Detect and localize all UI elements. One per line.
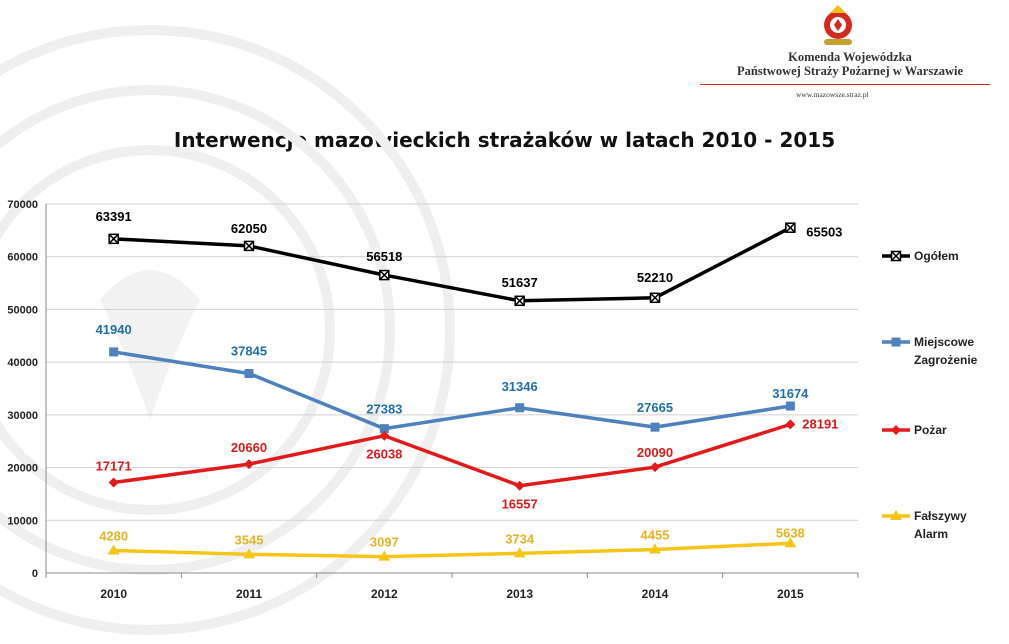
data-point [891,425,901,435]
data-label: 52210 [637,270,673,285]
y-tick-label: 60000 [7,252,38,264]
series-line [113,226,792,303]
data-point [785,419,796,430]
y-tick-label: 20000 [7,463,38,475]
data-label: 63391 [96,209,132,224]
data-point [649,543,661,554]
data-label: 5638 [776,525,805,540]
data-point [513,547,526,558]
data-point [108,233,119,245]
x-tick-label: 2013 [506,587,533,601]
watermark-emblem [0,25,455,635]
data-point [649,292,661,304]
data-label: 17171 [96,458,132,473]
data-point [244,369,254,379]
data-point [514,480,525,491]
data-point [109,347,119,357]
y-tick-label: 10000 [7,515,38,527]
data-label: 27665 [637,400,673,415]
data-label: 3097 [370,535,399,550]
fire-brigade-logo-icon [824,5,852,45]
series-line [113,541,791,559]
y-tick-label: 0 [32,568,38,580]
data-point [107,544,120,555]
watermark-ring [0,145,335,515]
legend-label: Miejscowe [914,335,974,349]
data-label: 20660 [231,440,267,455]
data-point [379,430,390,441]
data-point [890,250,902,262]
data-label: 31674 [772,386,809,401]
y-tick-label: 70000 [7,199,38,211]
data-point [379,269,390,281]
data-label: 31346 [502,379,538,394]
y-tick-label: 40000 [7,357,38,369]
data-label: 16557 [502,497,538,512]
data-label: 3734 [505,531,535,546]
y-tick-label: 30000 [7,410,38,422]
data-label: 4455 [641,528,670,543]
data-point [243,548,255,559]
data-point [891,337,901,347]
x-tick-label: 2012 [371,587,398,601]
data-label: 3545 [235,532,264,547]
data-point [650,422,660,432]
watermark-ring [0,85,395,575]
legend-label: Pożar [914,423,947,437]
data-point [108,477,119,488]
legend-label: Zagrożenie [914,353,978,367]
data-label: 56518 [366,249,402,264]
header-divider [700,84,990,85]
legend-label: Fałszywy [914,509,967,523]
legend-label: Alarm [914,527,948,541]
data-label: 20090 [637,445,673,460]
data-label: 51637 [502,275,538,290]
y-tick-label: 50000 [7,304,38,316]
data-label: 26038 [366,447,402,462]
data-point [785,222,796,233]
data-label: 62050 [231,221,267,236]
data-label: 37845 [231,344,267,359]
series-line [113,422,791,488]
data-label: 28191 [802,416,838,431]
x-tick-label: 2010 [100,587,127,601]
data-label: 27383 [366,402,402,417]
header: Komenda Wojewódzka Państwowej Straży Poż… [700,0,1009,110]
org-name-line2: Państwowej Straży Pożarnej w Warszawie [736,64,964,78]
org-name-line1: Komenda Wojewódzka [788,50,912,64]
legend-label: Ogółem [914,249,959,263]
data-point [379,424,389,434]
series-line [113,350,791,431]
watermark-ring [0,25,455,635]
data-point [378,550,391,561]
data-point [890,510,902,520]
data-point [785,401,795,411]
data-point [784,537,797,548]
data-label: 65503 [806,225,842,240]
watermark-eagle [100,270,200,420]
data-point [243,240,255,252]
data-point [244,459,254,470]
x-tick-label: 2011 [236,587,262,601]
website-url: www.mazowsze.straz.pl [796,90,869,99]
x-tick-label: 2015 [777,587,804,601]
data-label: 41940 [96,322,132,337]
data-point [650,462,660,473]
data-label: 4280 [99,528,128,543]
x-tick-label: 2014 [642,587,669,601]
data-point [515,403,525,413]
data-point [514,295,525,307]
